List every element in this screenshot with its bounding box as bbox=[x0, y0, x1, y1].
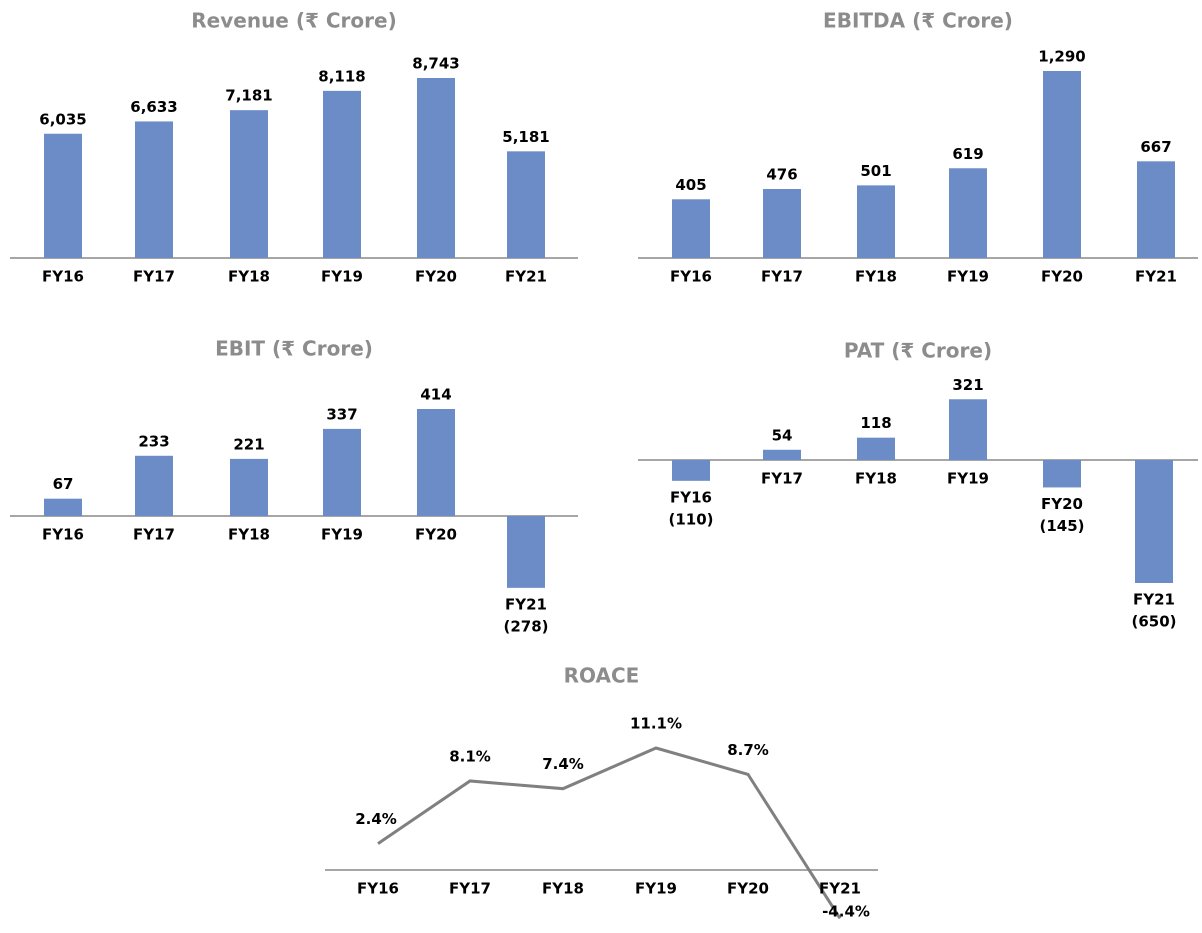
x-tick-label: FY17 bbox=[449, 880, 491, 898]
x-tick-label: FY21 bbox=[819, 880, 861, 898]
bar bbox=[1043, 460, 1081, 488]
value-label: 7.4% bbox=[542, 755, 584, 773]
value-label: 321 bbox=[952, 376, 983, 394]
value-label: (110) bbox=[668, 510, 713, 528]
chart-title: PAT (₹ Crore) bbox=[844, 339, 992, 363]
value-label: 414 bbox=[420, 386, 451, 404]
bar bbox=[323, 90, 361, 259]
bar bbox=[857, 437, 895, 460]
x-tick-label: FY17 bbox=[133, 268, 175, 286]
x-tick-label: FY18 bbox=[542, 880, 584, 898]
value-label: (145) bbox=[1039, 517, 1084, 535]
bar bbox=[1137, 161, 1175, 258]
bar bbox=[507, 151, 545, 258]
value-label: 667 bbox=[1140, 138, 1171, 156]
chart-title: Revenue (₹ Crore) bbox=[191, 9, 396, 33]
x-tick-label: FY18 bbox=[855, 268, 897, 286]
x-tick-label: FY21 bbox=[505, 268, 547, 286]
value-label: 619 bbox=[952, 145, 983, 163]
bar bbox=[44, 133, 82, 258]
x-tick-label: FY16 bbox=[670, 268, 712, 286]
bar bbox=[763, 449, 801, 460]
value-label: 8,118 bbox=[318, 67, 365, 85]
chart-title: EBIT (₹ Crore) bbox=[215, 337, 373, 361]
value-label: 11.1% bbox=[630, 715, 682, 733]
bar bbox=[1135, 460, 1173, 583]
x-tick-label: FY20 bbox=[727, 880, 769, 898]
value-label: 5,181 bbox=[502, 128, 549, 146]
x-tick-label: FY19 bbox=[321, 526, 363, 544]
value-label: 501 bbox=[860, 162, 891, 180]
bar bbox=[672, 199, 710, 258]
value-label: -4.4% bbox=[822, 903, 870, 921]
value-label: 1,290 bbox=[1038, 48, 1085, 66]
x-tick-label: FY18 bbox=[228, 268, 270, 286]
bar bbox=[417, 78, 455, 258]
bar bbox=[857, 185, 895, 258]
value-label: 118 bbox=[860, 414, 891, 432]
bar bbox=[44, 498, 82, 516]
x-tick-label: FY19 bbox=[635, 880, 677, 898]
x-tick-label: FY18 bbox=[228, 526, 270, 544]
value-label: 7,181 bbox=[225, 87, 272, 105]
bar bbox=[763, 188, 801, 258]
value-label: 8.7% bbox=[727, 741, 769, 759]
x-tick-label: FY20 bbox=[1041, 495, 1083, 513]
bar bbox=[949, 399, 987, 460]
bar bbox=[135, 121, 173, 259]
value-label: 6,035 bbox=[39, 110, 86, 128]
value-label: 221 bbox=[233, 435, 264, 453]
value-label: 8.1% bbox=[449, 747, 491, 765]
x-tick-label: FY16 bbox=[670, 488, 712, 506]
value-label: 6,633 bbox=[130, 98, 177, 116]
bar bbox=[672, 460, 710, 481]
x-tick-label: FY21 bbox=[1133, 591, 1175, 609]
x-tick-label: FY19 bbox=[947, 268, 989, 286]
x-tick-label: FY17 bbox=[761, 470, 803, 488]
x-tick-label: FY16 bbox=[42, 268, 84, 286]
x-tick-label: FY20 bbox=[415, 268, 457, 286]
value-label: 54 bbox=[772, 426, 793, 444]
x-tick-label: FY17 bbox=[761, 268, 803, 286]
bar bbox=[417, 409, 455, 516]
bar bbox=[507, 516, 545, 588]
value-label: (278) bbox=[503, 617, 548, 635]
bar bbox=[230, 110, 268, 258]
value-label: 2.4% bbox=[355, 810, 397, 828]
value-label: 67 bbox=[53, 475, 74, 493]
x-tick-label: FY19 bbox=[321, 268, 363, 286]
chart-title: EBITDA (₹ Crore) bbox=[823, 9, 1013, 33]
x-tick-label: FY17 bbox=[133, 526, 175, 544]
bar bbox=[230, 458, 268, 516]
bar bbox=[949, 168, 987, 258]
value-label: 337 bbox=[326, 405, 357, 423]
x-tick-label: FY16 bbox=[42, 526, 84, 544]
x-tick-label: FY21 bbox=[505, 595, 547, 613]
x-tick-label: FY19 bbox=[947, 470, 989, 488]
line bbox=[377, 746, 842, 920]
x-tick-label: FY18 bbox=[855, 470, 897, 488]
value-label: 405 bbox=[675, 176, 706, 194]
chart-title: ROACE bbox=[564, 664, 640, 688]
x-tick-label: FY20 bbox=[1041, 268, 1083, 286]
x-tick-label: FY21 bbox=[1135, 268, 1177, 286]
bar bbox=[135, 455, 173, 516]
x-tick-label: FY16 bbox=[357, 880, 399, 898]
value-label: 233 bbox=[138, 432, 169, 450]
value-label: 476 bbox=[766, 165, 797, 183]
bar bbox=[323, 428, 361, 516]
bar bbox=[1043, 71, 1081, 258]
value-label: 8,743 bbox=[412, 55, 459, 73]
x-tick-label: FY20 bbox=[415, 526, 457, 544]
value-label: (650) bbox=[1131, 613, 1176, 631]
